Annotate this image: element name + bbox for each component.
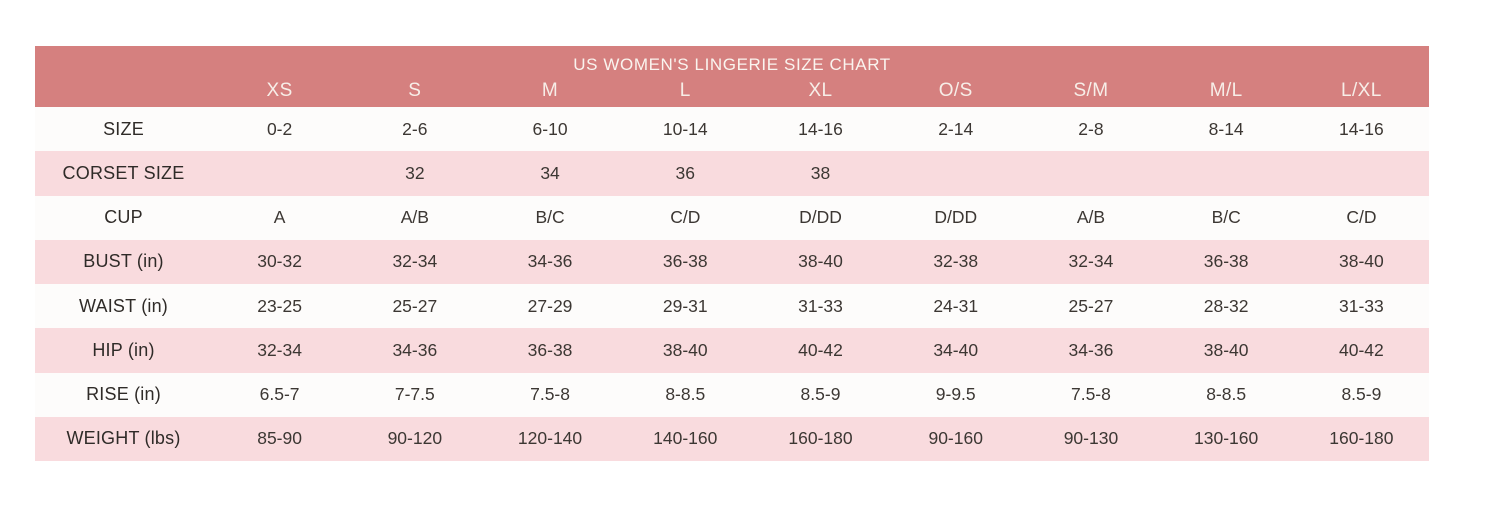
table-cell: 25-27	[392, 295, 438, 316]
table-row-corset-size: CORSET SIZE 32 34 36 38	[35, 151, 1429, 196]
row-label: WEIGHT (lbs)	[66, 428, 181, 449]
table-cell: 7-7.5	[394, 384, 435, 405]
table-cell: 7.5-8	[530, 384, 570, 405]
table-cell: 8.5-9	[1341, 384, 1382, 405]
table-cell: 6.5-7	[259, 384, 300, 405]
table-cell: C/D	[1346, 207, 1377, 228]
column-header-ml: M/L	[1209, 80, 1243, 101]
table-cell: 7.5-8	[1070, 384, 1111, 405]
table-cell: 140-160	[653, 428, 718, 449]
column-header-s: S	[408, 80, 422, 101]
table-cell: 38-40	[1203, 339, 1249, 360]
table-cell: 40-42	[798, 339, 843, 360]
table-cell: 34	[540, 162, 560, 183]
table-cell: 34-40	[933, 339, 979, 360]
table-cell: 6-10	[532, 118, 568, 139]
table-cell: 8.5-9	[800, 384, 841, 405]
table-cell: 90-160	[928, 428, 983, 449]
table-cell: B/C	[535, 207, 565, 228]
table-row-waist: WAIST (in) 23-25 25-27 27-29 29-31 31-33…	[35, 284, 1429, 329]
column-header-sm: S/M	[1073, 80, 1109, 101]
table-cell: 130-160	[1194, 428, 1259, 449]
table-row-size: SIZE 0-2 2-6 6-10 10-14 14-16 2-14 2-8 8…	[35, 107, 1429, 152]
table-cell: 40-42	[1339, 339, 1384, 360]
table-cell: 28-32	[1203, 295, 1249, 316]
table-cell: 2-8	[1078, 118, 1104, 139]
table-cell: A/B	[1076, 207, 1106, 228]
column-header-xs: XS	[266, 80, 293, 101]
table-cell: 32-34	[257, 339, 302, 360]
table-cell: C/D	[670, 207, 701, 228]
table-cell: 32-34	[392, 251, 438, 272]
table-cell: 31-33	[798, 295, 843, 316]
table-cell: 8-14	[1208, 118, 1244, 139]
row-label: CORSET SIZE	[62, 162, 185, 183]
table-cell: 23-25	[257, 295, 302, 316]
column-header-lxl: L/XL	[1341, 80, 1382, 101]
table-row-hip: HIP (in) 32-34 34-36 36-38 38-40 40-42 3…	[35, 328, 1429, 373]
table-cell: B/C	[1211, 207, 1241, 228]
table-row-rise: RISE (in) 6.5-7 7-7.5 7.5-8 8-8.5 8.5-9 …	[35, 372, 1429, 417]
table-row-bust: BUST (in) 30-32 32-34 34-36 36-38 38-40 …	[35, 239, 1429, 284]
table-cell: 29-31	[662, 295, 708, 316]
table-header: US WOMEN'S LINGERIE SIZE CHART XS S M L …	[35, 46, 1429, 107]
table-cell: 14-16	[798, 118, 843, 139]
table-cell: 27-29	[527, 295, 573, 316]
table-cell: 25-27	[1068, 295, 1114, 316]
chart-title: US WOMEN'S LINGERIE SIZE CHART	[573, 55, 891, 74]
size-chart-table: US WOMEN'S LINGERIE SIZE CHART XS S M L …	[35, 46, 1429, 461]
table-cell: 38-40	[798, 251, 843, 272]
table-cell: A/B	[400, 207, 429, 228]
table-cell: 160-180	[788, 428, 853, 449]
table-cell: A	[273, 207, 286, 228]
row-label: HIP (in)	[92, 339, 155, 360]
row-label: BUST (in)	[83, 251, 164, 272]
table-cell: 120-140	[517, 428, 583, 449]
column-header-m: M	[541, 80, 559, 101]
table-cell: 36-38	[527, 339, 573, 360]
column-header-os: O/S	[938, 80, 973, 101]
row-label: CUP	[104, 207, 143, 228]
table-cell: 36-38	[662, 251, 708, 272]
table-cell: 9-9.5	[935, 384, 976, 405]
table-cell: 0-2	[266, 118, 293, 139]
table-cell: 38-40	[662, 339, 708, 360]
table-cell: 34-36	[1068, 339, 1114, 360]
table-cell: 160-180	[1329, 428, 1394, 449]
table-cell: D/DD	[799, 207, 842, 228]
table-cell: 32	[405, 162, 425, 183]
table-cell: D/DD	[934, 207, 978, 228]
column-header-row: XS S M L XL O/S S/M M/L L/XL	[35, 75, 1429, 107]
table-cell: 32-38	[933, 251, 979, 272]
column-header-l: L	[679, 80, 691, 101]
table-cell: 8-8.5	[1206, 384, 1247, 405]
table-cell: 2-6	[402, 118, 428, 139]
table-cell: 2-14	[938, 118, 974, 139]
table-cell: 34-36	[392, 339, 438, 360]
table-cell: 36	[675, 162, 695, 183]
table-cell: 24-31	[933, 295, 979, 316]
table-cell: 90-120	[387, 428, 443, 449]
table-row-weight: WEIGHT (lbs) 85-90 90-120 120-140 140-16…	[35, 416, 1429, 461]
table-cell: 14-16	[1339, 118, 1384, 139]
row-label: RISE (in)	[86, 384, 161, 405]
table-cell: 30-32	[257, 251, 302, 272]
table-cell: 32-34	[1068, 251, 1114, 272]
table-cell: 34-36	[527, 251, 573, 272]
column-header-xl: XL	[808, 80, 833, 101]
table-row-cup: CUP A A/B B/C C/D D/DD D/DD A/B B/C C/D	[35, 195, 1429, 240]
row-label: SIZE	[103, 118, 144, 139]
table-cell: 8-8.5	[665, 384, 706, 405]
table-cell: 36-38	[1203, 251, 1249, 272]
table-cell: 38	[810, 162, 831, 183]
table-cell: 90-130	[1063, 428, 1119, 449]
table-cell: 38-40	[1339, 251, 1384, 272]
table-cell: 31-33	[1339, 295, 1384, 316]
row-label: WAIST (in)	[78, 295, 168, 316]
table-cell: 85-90	[257, 428, 302, 449]
table-body: SIZE 0-2 2-6 6-10 10-14 14-16 2-14 2-8 8…	[35, 107, 1429, 461]
table-cell: 10-14	[662, 118, 708, 139]
